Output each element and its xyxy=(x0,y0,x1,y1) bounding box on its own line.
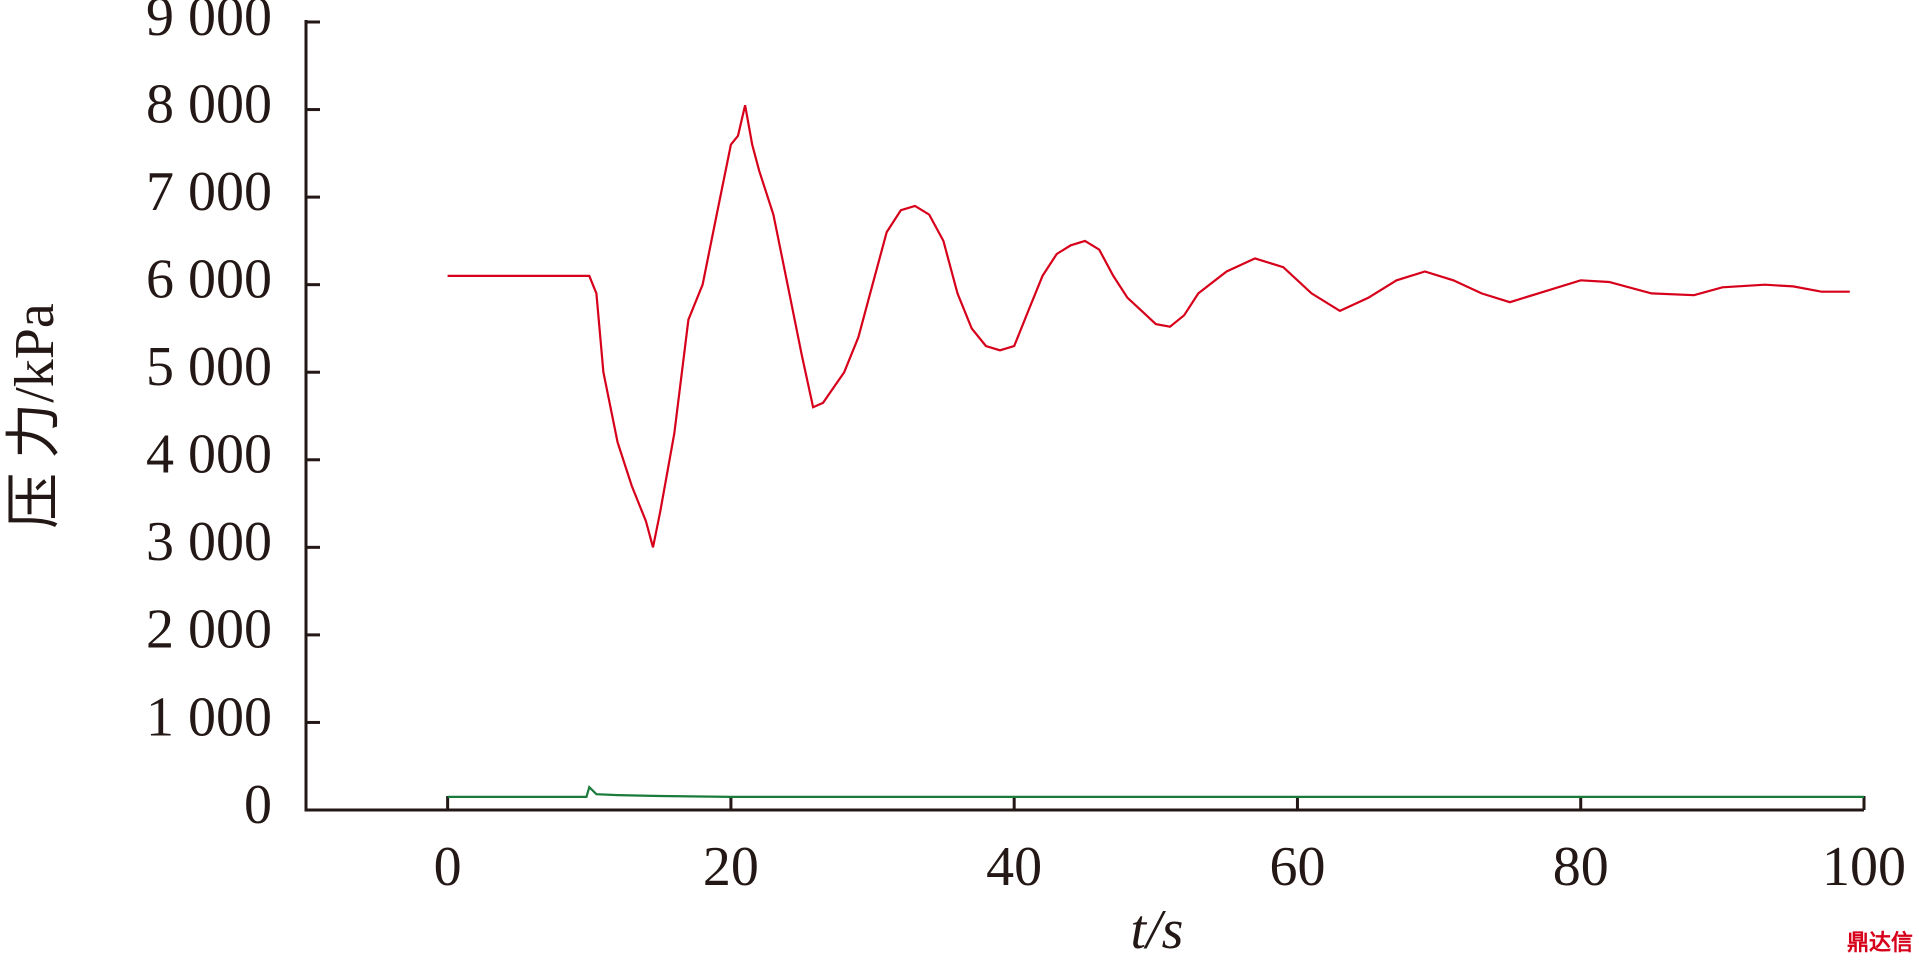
y-tick-label: 4 000 xyxy=(146,424,272,486)
y-tick-label: 9 000 xyxy=(146,0,272,48)
x-tick-label: 100 xyxy=(1822,836,1906,898)
x-tick-label: 60 xyxy=(1269,836,1325,898)
y-tick-label: 7 000 xyxy=(146,161,272,223)
y-tick-label: 8 000 xyxy=(146,73,272,135)
watermark: 鼎达信 xyxy=(1847,930,1913,955)
y-tick-label: 1 000 xyxy=(146,686,272,748)
x-tick-label: 80 xyxy=(1553,836,1609,898)
x-axis-label: t/s xyxy=(1131,899,1184,961)
x-tick-label: 20 xyxy=(703,836,759,898)
x-tick-label: 40 xyxy=(986,836,1042,898)
y-tick-label: 5 000 xyxy=(146,336,272,398)
y-tick-label: 2 000 xyxy=(146,599,272,661)
y-tick-label: 0 xyxy=(244,774,272,836)
y-axis-label: 压 力/kPa xyxy=(4,303,66,529)
y-tick-label: 3 000 xyxy=(146,511,272,573)
y-tick-label: 6 000 xyxy=(146,249,272,311)
line-series xyxy=(447,785,1864,798)
line-series xyxy=(447,104,1850,548)
x-tick-label: 0 xyxy=(434,836,462,898)
